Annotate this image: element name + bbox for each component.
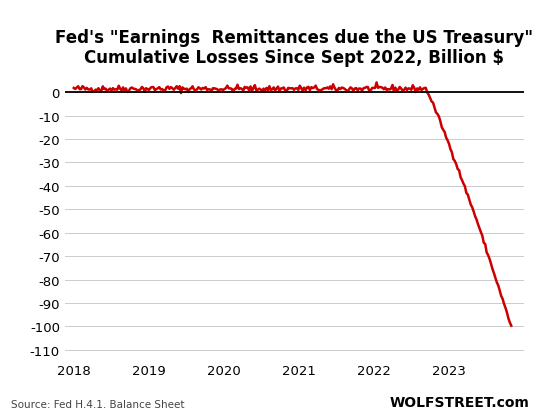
Title: Fed's "Earnings  Remittances due the US Treasury"
Cumulative Losses Since Sept 2: Fed's "Earnings Remittances due the US T…	[55, 28, 534, 67]
Text: Source: Fed H.4.1. Balance Sheet: Source: Fed H.4.1. Balance Sheet	[11, 399, 184, 409]
Text: WOLFSTREET.com: WOLFSTREET.com	[389, 395, 529, 409]
